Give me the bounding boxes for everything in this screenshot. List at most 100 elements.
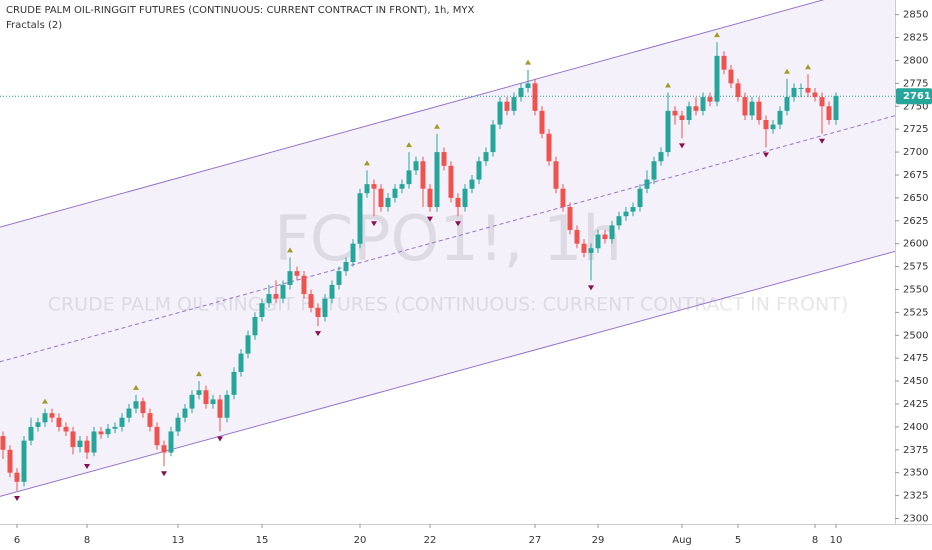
candle-body	[28, 426, 34, 441]
candle-body	[707, 97, 713, 102]
candle-body	[98, 431, 104, 435]
candle-body	[791, 87, 797, 98]
candle-body	[651, 161, 657, 180]
candle-body	[469, 179, 475, 189]
x-tick-label: 8	[812, 535, 818, 546]
candle-body	[406, 170, 412, 185]
y-tick-label: 2375	[903, 445, 928, 456]
candle-body	[525, 83, 531, 88]
candle-body	[427, 188, 433, 208]
candle-body	[588, 248, 594, 253]
candle-body	[371, 184, 377, 189]
candle-body	[441, 152, 447, 166]
candle-body	[0, 436, 6, 450]
y-tick-label: 2625	[903, 216, 928, 227]
x-tick-label: 5	[735, 535, 741, 546]
candle-body	[448, 165, 454, 198]
candle-body	[735, 83, 741, 98]
candle-body	[21, 440, 27, 482]
candle-body	[679, 115, 685, 121]
candle-body	[700, 97, 706, 111]
candle-body	[147, 413, 153, 427]
candle-body	[532, 83, 538, 111]
candle-body	[231, 371, 237, 395]
candle-body	[763, 120, 769, 130]
candle-body	[420, 161, 426, 189]
candle-body	[595, 234, 601, 249]
x-tick-label: 22	[424, 535, 437, 546]
fractal-up	[42, 398, 48, 404]
candle-body	[658, 152, 664, 162]
fractal-up	[287, 247, 293, 253]
candle-body	[616, 216, 622, 226]
y-tick-label: 2425	[903, 399, 928, 410]
candle-body	[399, 184, 405, 189]
x-tick-label: 27	[529, 535, 542, 546]
watermark-name: CRUDE PALM OIL-RINGGIT FUTURES (CONTINUO…	[48, 294, 849, 316]
x-tick-label: 8	[84, 535, 90, 546]
candle-body	[182, 408, 188, 418]
channel-upper	[0, 0, 825, 228]
candle-body	[35, 422, 41, 427]
candle-body	[819, 97, 825, 107]
candle-body	[560, 188, 566, 208]
y-tick-label: 2725	[903, 124, 928, 135]
fractal-down	[161, 471, 167, 477]
y-tick-label: 2475	[903, 353, 928, 364]
candle-body	[644, 179, 650, 189]
fractal-up	[805, 64, 811, 70]
candle-body	[714, 55, 720, 102]
y-tick-label: 2675	[903, 170, 928, 181]
candle-body	[602, 234, 608, 240]
candle-body	[189, 394, 195, 409]
y-tick-label: 2650	[903, 193, 928, 204]
fractal-down	[371, 221, 377, 227]
candle-body	[770, 124, 776, 130]
x-tick-label: 15	[256, 535, 269, 546]
candle-body	[203, 390, 209, 404]
candle-body	[518, 87, 524, 98]
y-tick-label: 2800	[903, 55, 928, 66]
candle-body	[357, 193, 363, 244]
candle-body	[623, 211, 629, 217]
candle-body	[686, 106, 692, 121]
candle-body	[84, 440, 90, 453]
candle-body	[476, 161, 482, 180]
candle-body	[287, 271, 293, 285]
candle-body	[721, 55, 727, 70]
candle-body	[490, 124, 496, 153]
fractal-up	[133, 384, 139, 390]
candle-body	[784, 97, 790, 111]
fractal-up	[525, 59, 531, 65]
candle-body	[742, 97, 748, 116]
candle-body	[49, 413, 55, 418]
candle-body	[812, 92, 818, 98]
candle-body	[322, 298, 328, 317]
channel-middle	[0, 115, 895, 363]
candle-body	[245, 335, 251, 354]
fractal-up	[714, 32, 720, 38]
candle-body	[70, 431, 76, 448]
candle-body	[728, 69, 734, 84]
candle-body	[77, 440, 83, 448]
candle-body	[301, 275, 307, 295]
candle-body	[693, 106, 699, 111]
y-tick-label: 2575	[903, 262, 928, 273]
fractal-down	[588, 285, 594, 291]
candle-body	[280, 284, 286, 299]
candle-body	[42, 413, 48, 423]
channel-fill	[0, 0, 895, 497]
fractal-down	[455, 221, 461, 227]
fractal-up	[784, 68, 790, 74]
candle-body	[14, 472, 20, 482]
candle-body	[105, 428, 111, 435]
candle-body	[168, 431, 174, 453]
candle-body	[798, 87, 804, 89]
candle-body	[119, 417, 125, 427]
candle-body	[224, 394, 230, 418]
candle-body	[238, 353, 244, 372]
candle-body	[266, 294, 272, 304]
candle-body	[462, 188, 468, 208]
